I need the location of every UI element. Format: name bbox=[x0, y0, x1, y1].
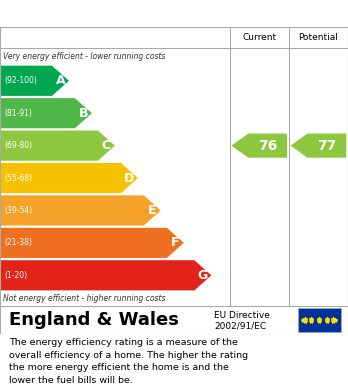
Polygon shape bbox=[291, 134, 346, 158]
Text: Energy Efficiency Rating: Energy Efficiency Rating bbox=[9, 6, 211, 22]
Polygon shape bbox=[0, 228, 184, 258]
Text: C: C bbox=[102, 139, 111, 152]
Text: (1-20): (1-20) bbox=[4, 271, 27, 280]
Text: (55-68): (55-68) bbox=[4, 174, 32, 183]
Text: F: F bbox=[171, 237, 180, 249]
Text: Current: Current bbox=[242, 32, 276, 41]
Text: 76: 76 bbox=[258, 139, 277, 152]
Polygon shape bbox=[0, 98, 92, 128]
Text: EU Directive: EU Directive bbox=[214, 311, 270, 320]
Text: (39-54): (39-54) bbox=[4, 206, 32, 215]
Polygon shape bbox=[231, 134, 287, 158]
Text: (81-91): (81-91) bbox=[4, 109, 32, 118]
Text: D: D bbox=[124, 172, 134, 185]
Text: (92-100): (92-100) bbox=[4, 76, 37, 85]
Polygon shape bbox=[0, 260, 211, 291]
Polygon shape bbox=[0, 131, 115, 161]
FancyBboxPatch shape bbox=[298, 308, 341, 332]
Text: (69-80): (69-80) bbox=[4, 141, 32, 150]
Text: B: B bbox=[79, 107, 88, 120]
Text: Not energy efficient - higher running costs: Not energy efficient - higher running co… bbox=[3, 294, 165, 303]
Polygon shape bbox=[0, 196, 161, 226]
Polygon shape bbox=[0, 163, 138, 193]
Text: A: A bbox=[56, 74, 65, 87]
Text: Potential: Potential bbox=[299, 32, 338, 41]
Polygon shape bbox=[0, 66, 69, 96]
Text: 2002/91/EC: 2002/91/EC bbox=[214, 321, 266, 330]
Text: The energy efficiency rating is a measure of the
overall efficiency of a home. T: The energy efficiency rating is a measur… bbox=[9, 338, 248, 385]
Text: G: G bbox=[198, 269, 208, 282]
Text: E: E bbox=[148, 204, 157, 217]
Text: Very energy efficient - lower running costs: Very energy efficient - lower running co… bbox=[3, 52, 165, 61]
Text: England & Wales: England & Wales bbox=[9, 311, 179, 329]
Text: (21-38): (21-38) bbox=[4, 239, 32, 248]
Text: 77: 77 bbox=[317, 139, 337, 152]
